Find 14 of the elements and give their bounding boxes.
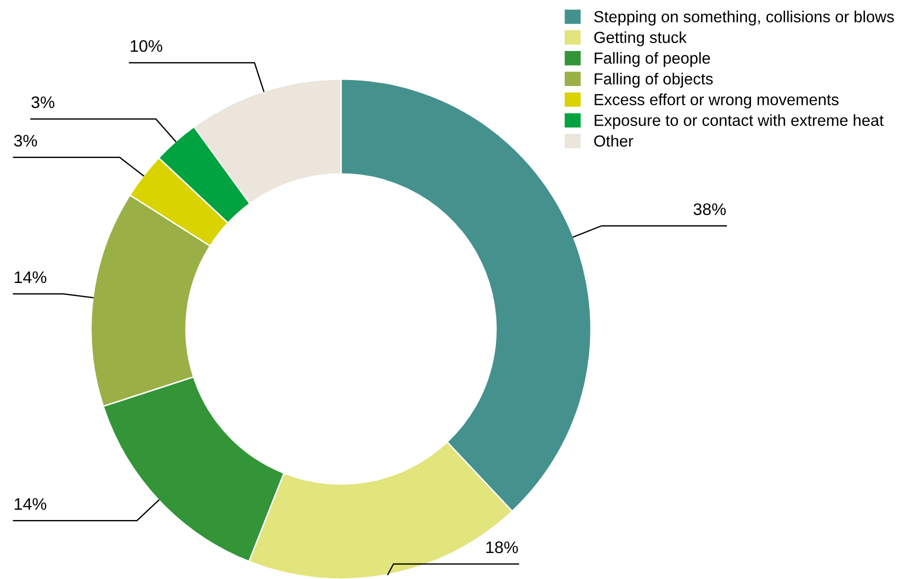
legend-label: Falling of objects bbox=[594, 72, 713, 88]
data-label: 10% bbox=[130, 40, 162, 52]
data-label: 38% bbox=[694, 203, 726, 216]
data-label: 3% bbox=[31, 96, 54, 108]
legend-label: Stepping on something, collisions or blows bbox=[594, 10, 894, 26]
legend-label: Falling of people bbox=[594, 52, 710, 67]
data-label: 14% bbox=[14, 271, 46, 284]
legend-label: Getting stuck bbox=[594, 31, 687, 46]
data-label: 18% bbox=[486, 541, 518, 554]
legend-label: Exposure to or contact with extreme heat bbox=[594, 114, 884, 130]
legend-label: Other bbox=[594, 134, 634, 147]
legend-label: Excess effort or wrong movements bbox=[594, 94, 838, 108]
data-label: 3% bbox=[14, 134, 37, 147]
data-label: 14% bbox=[14, 498, 46, 510]
